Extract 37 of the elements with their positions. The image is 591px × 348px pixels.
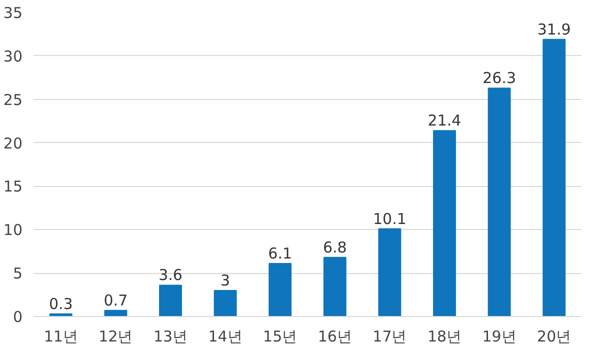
x-tick-label: 11년 — [44, 328, 78, 346]
bar — [542, 38, 566, 316]
y-tick-label: 15 — [3, 178, 23, 196]
y-tick-label: 0 — [12, 308, 23, 326]
bar — [488, 88, 511, 316]
y-tick-label: 25 — [3, 90, 23, 109]
x-tick-label: 20년 — [537, 328, 572, 346]
data-label: 31.9 — [537, 20, 571, 38]
x-tick-label: 14년 — [208, 328, 242, 346]
data-label: 0.3 — [48, 294, 73, 313]
y-tick-label: 20 — [3, 134, 23, 152]
y-tick-label: 35 — [3, 4, 23, 22]
x-tick-label: 13년 — [153, 328, 188, 346]
data-label: 26.3 — [482, 69, 516, 88]
bar — [104, 310, 128, 316]
data-label: 3.6 — [158, 266, 182, 284]
data-label: 10.1 — [373, 210, 406, 228]
y-tick-label: 10 — [3, 221, 23, 240]
data-label: 6.8 — [322, 238, 347, 256]
data-label: 0.7 — [104, 291, 128, 310]
x-tick-label: 17년 — [372, 328, 407, 346]
bar — [159, 284, 182, 316]
x-tick-label: 12년 — [98, 328, 133, 346]
bar — [433, 130, 456, 316]
y-tick-label: 30 — [3, 47, 23, 66]
bar — [323, 256, 346, 316]
bar — [378, 228, 402, 316]
data-label: 3 — [220, 271, 230, 290]
data-label: 21.4 — [428, 112, 462, 130]
data-label: 6.1 — [268, 244, 292, 263]
y-tick-label: 5 — [12, 264, 23, 283]
x-tick-label: 16년 — [318, 328, 352, 346]
bar — [268, 263, 292, 316]
x-tick-label: 15년 — [263, 328, 298, 346]
x-tick-label: 18년 — [427, 328, 462, 346]
bar — [214, 290, 237, 316]
x-tick-label: 19년 — [482, 328, 516, 346]
